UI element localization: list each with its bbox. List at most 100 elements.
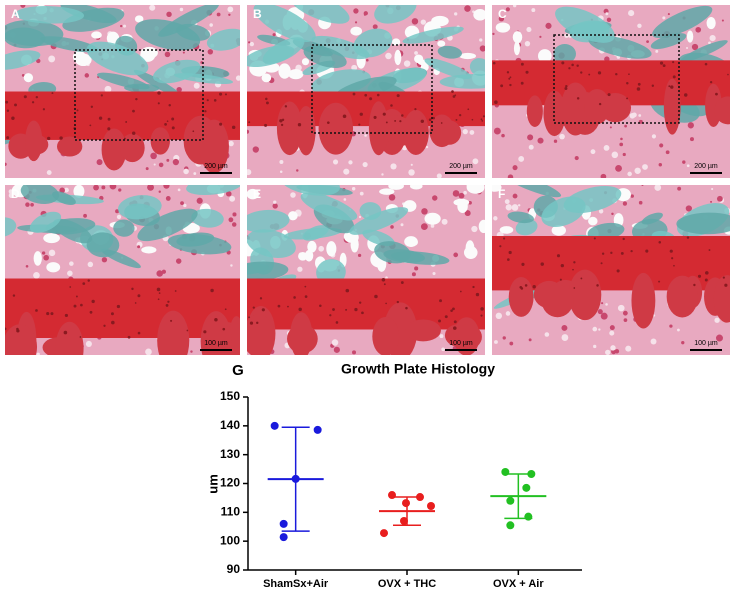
texture: [352, 350, 357, 355]
texture: [118, 195, 162, 220]
texture: [686, 46, 689, 49]
texture: [176, 86, 182, 93]
texture: [118, 188, 122, 192]
data-point: [279, 533, 288, 542]
texture: [430, 224, 435, 228]
texture: [464, 5, 471, 12]
texture: [452, 95, 456, 98]
texture: [619, 142, 624, 147]
texture: [193, 172, 197, 175]
texture: [125, 121, 128, 123]
texture: [272, 33, 276, 37]
texture: [171, 117, 175, 121]
texture: [5, 27, 46, 49]
texture: [668, 85, 671, 88]
texture: [494, 100, 498, 104]
texture: [352, 92, 356, 96]
texture: [14, 6, 85, 24]
texture: [150, 152, 157, 160]
texture: [667, 13, 670, 16]
texture: [658, 240, 662, 244]
texture: [537, 137, 544, 144]
texture: [247, 129, 250, 134]
texture: [507, 258, 510, 261]
texture: [103, 324, 106, 327]
texture: [680, 40, 728, 62]
texture: [168, 104, 171, 107]
texture: [332, 159, 339, 165]
texture: [385, 276, 388, 280]
texture: [230, 264, 233, 267]
texture: [425, 145, 429, 149]
texture: [480, 314, 483, 317]
texture: [463, 190, 467, 195]
texture: [622, 237, 625, 241]
texture: [492, 61, 496, 65]
texture: [521, 262, 525, 266]
texture: [35, 309, 38, 312]
y-tick-label: 130: [220, 447, 240, 461]
texture: [531, 8, 536, 13]
texture: [110, 312, 114, 316]
texture: [57, 136, 83, 157]
data-point: [506, 521, 515, 530]
texture: [119, 133, 145, 163]
texture: [519, 285, 523, 289]
texture: [598, 102, 602, 106]
texture: [209, 23, 213, 27]
texture: [472, 285, 475, 289]
texture: [157, 298, 160, 301]
texture: [46, 170, 52, 176]
texture: [631, 272, 656, 329]
texture: [158, 190, 161, 193]
texture: [383, 283, 386, 286]
texture: [16, 329, 20, 333]
texture: [219, 122, 223, 126]
texture: [588, 216, 598, 226]
texture: [493, 127, 501, 135]
texture: [451, 90, 454, 93]
texture: [73, 185, 85, 198]
texture: [662, 64, 666, 68]
texture: [354, 21, 358, 24]
texture: [276, 101, 303, 156]
texture: [499, 226, 514, 234]
texture: [5, 162, 7, 167]
texture: [140, 48, 156, 62]
texture: [231, 125, 236, 130]
texture: [284, 105, 288, 108]
texture: [638, 200, 643, 205]
texture: [247, 229, 296, 258]
texture: [620, 137, 623, 141]
texture: [628, 9, 635, 17]
texture: [468, 200, 472, 205]
texture: [520, 62, 524, 66]
texture: [385, 302, 387, 305]
texture: [158, 292, 161, 294]
texture: [437, 40, 446, 47]
texture: [659, 143, 664, 148]
texture: [473, 8, 485, 21]
scale-label: 100 µm: [204, 340, 228, 347]
texture: [75, 53, 92, 67]
texture: [177, 188, 181, 192]
texture: [14, 103, 17, 107]
texture: [390, 225, 394, 229]
texture: [628, 73, 630, 76]
texture: [23, 73, 34, 83]
texture: [30, 202, 34, 207]
texture: [120, 24, 123, 28]
texture: [41, 251, 46, 255]
texture: [507, 211, 534, 224]
texture: [453, 252, 459, 258]
texture: [396, 94, 400, 98]
texture: [436, 173, 442, 178]
texture: [288, 211, 298, 221]
texture: [469, 130, 475, 135]
texture: [261, 308, 265, 312]
texture: [132, 109, 135, 113]
texture: [46, 312, 50, 316]
texture: [512, 5, 517, 8]
texture: [42, 108, 46, 111]
texture: [713, 275, 730, 323]
